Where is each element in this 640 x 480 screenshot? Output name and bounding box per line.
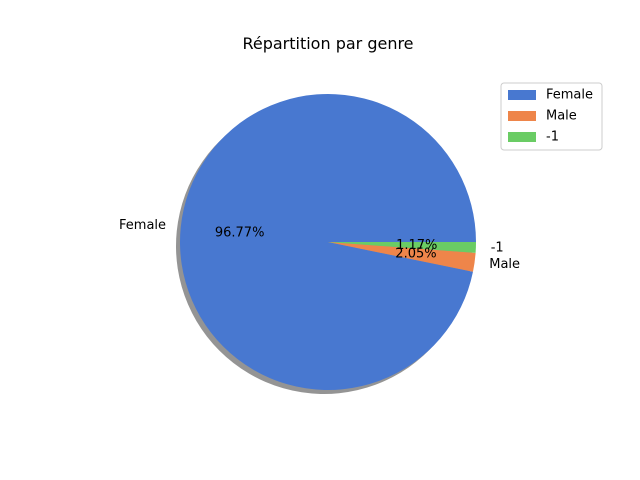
slice-label-1: -1 bbox=[491, 240, 504, 255]
pct-label-1: 1.17% bbox=[396, 238, 437, 253]
pie-slice-female bbox=[180, 94, 476, 391]
pct-label-male: 2.05% bbox=[395, 247, 436, 262]
legend-swatch-1 bbox=[508, 132, 536, 142]
slice-label-female: Female bbox=[119, 218, 166, 233]
pie-slice-1 bbox=[328, 242, 476, 253]
chart-legend: Female Male -1 bbox=[500, 82, 603, 151]
pie-slices bbox=[180, 94, 476, 391]
legend-label-female: Female bbox=[546, 88, 593, 103]
slice-label-male: Male bbox=[489, 257, 520, 272]
pie-slice-male bbox=[328, 242, 476, 272]
legend-swatch-female bbox=[508, 90, 536, 100]
legend-label-male: Male bbox=[546, 109, 577, 124]
pie-labels: Female 96.77% Male 2.05% -1 1.17% bbox=[119, 218, 520, 272]
chart-title: Répartition par genre bbox=[242, 34, 413, 53]
legend-items: Female Male -1 bbox=[508, 88, 593, 145]
pct-label-female: 96.77% bbox=[215, 226, 265, 241]
legend-label-1: -1 bbox=[546, 130, 559, 145]
legend-swatch-male bbox=[508, 111, 536, 121]
